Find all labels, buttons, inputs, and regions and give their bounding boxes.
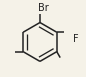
Text: Br: Br [38,3,48,13]
Text: F: F [73,34,79,44]
